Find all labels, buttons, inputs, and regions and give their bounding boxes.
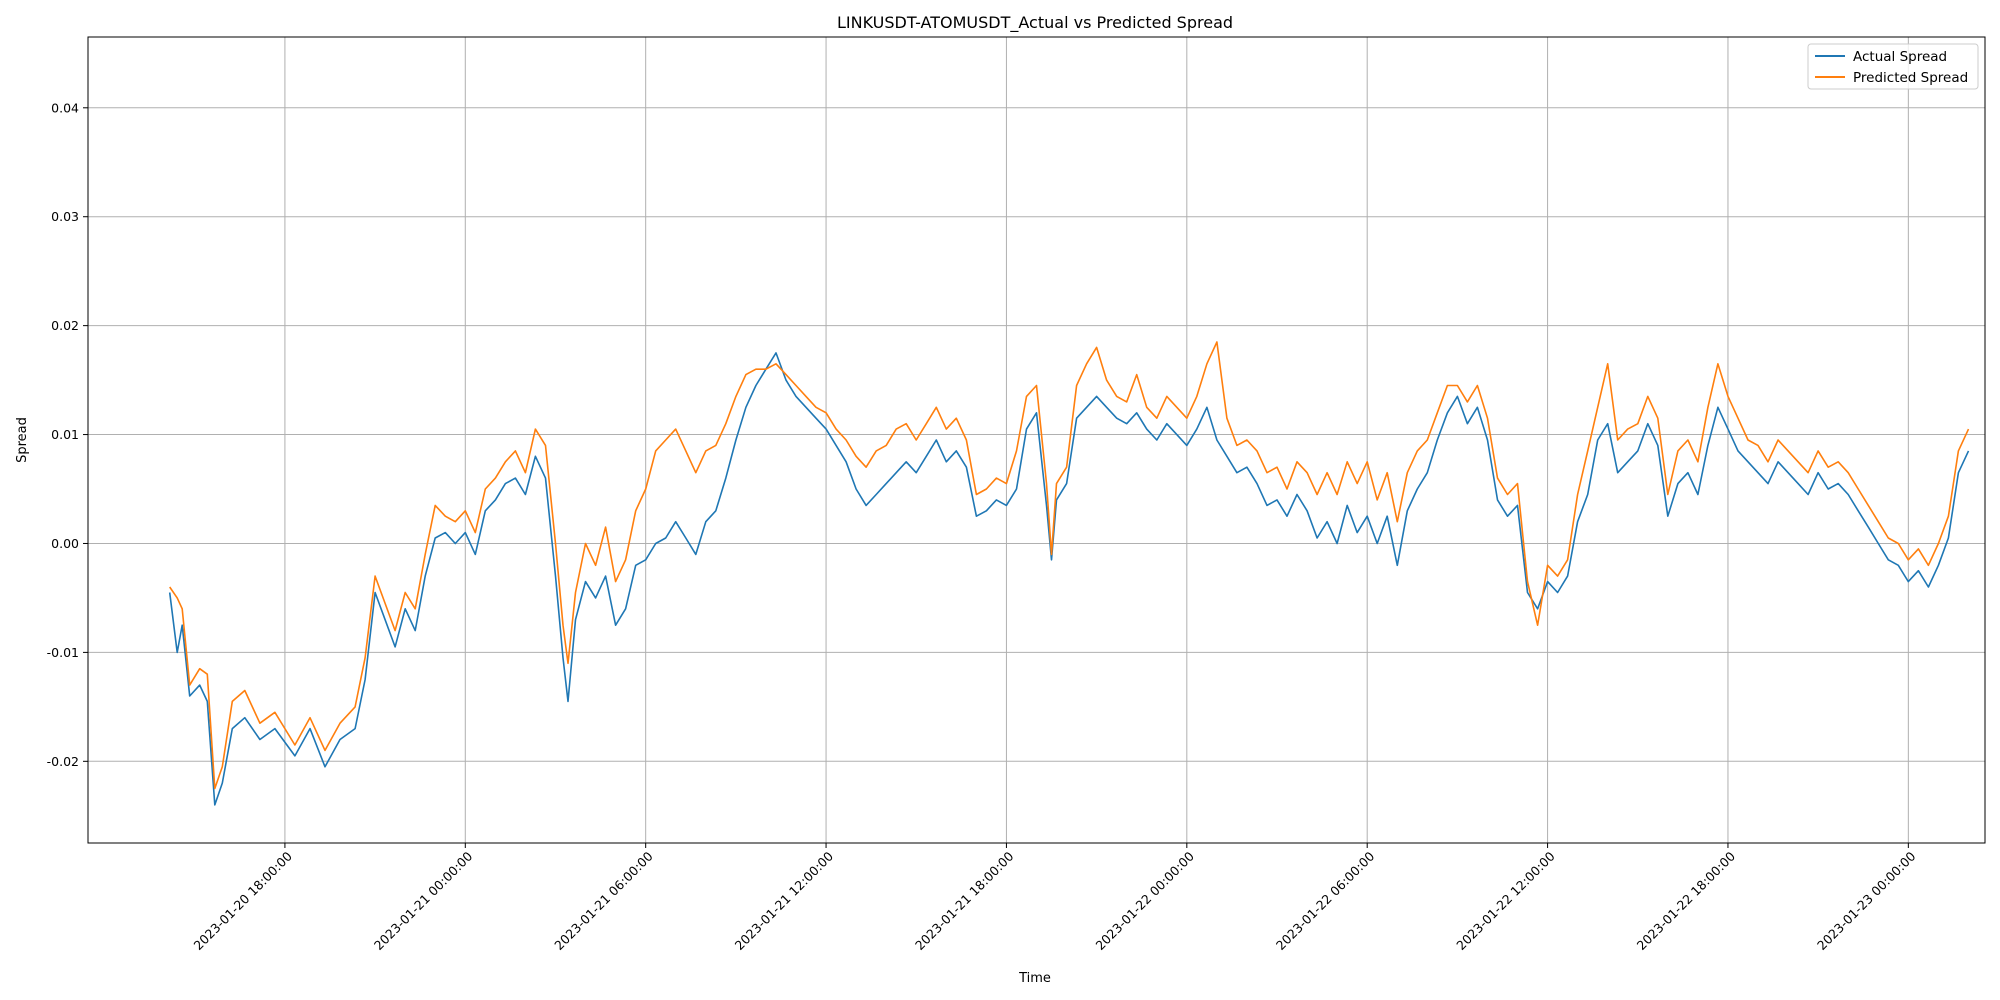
y-axis-ticks: -0.02 -0.01 0.00 0.01 0.02 0.03 0.04: [47, 100, 88, 769]
x-axis-label: Time: [1018, 971, 1051, 986]
chart-title: LINKUSDT-ATOMUSDT_Actual vs Predicted Sp…: [837, 13, 1233, 33]
legend: Actual Spread Predicted Spread: [1807, 43, 1979, 90]
y-tick-label: 0.03: [51, 209, 79, 224]
y-tick-label: -0.02: [47, 754, 79, 769]
legend-label-actual: Actual Spread: [1853, 49, 1947, 65]
plot-frame: [87, 36, 1986, 844]
y-tick-label: 0.02: [51, 318, 79, 333]
y-tick-label: 0.01: [51, 427, 79, 442]
series-layer: [168, 341, 1970, 806]
legend-label-predicted: Predicted Spread: [1853, 70, 1968, 86]
actual-spread-line: [168, 352, 1970, 806]
predicted-spread-line: [169, 341, 1970, 790]
y-tick-label: 0.00: [51, 536, 79, 551]
legend-box: [1807, 43, 1979, 90]
grid-layer: [88, 37, 1985, 843]
y-axis-label: Spread: [15, 417, 30, 463]
y-tick-label: 0.04: [51, 100, 79, 115]
y-tick-label: -0.01: [47, 645, 79, 660]
